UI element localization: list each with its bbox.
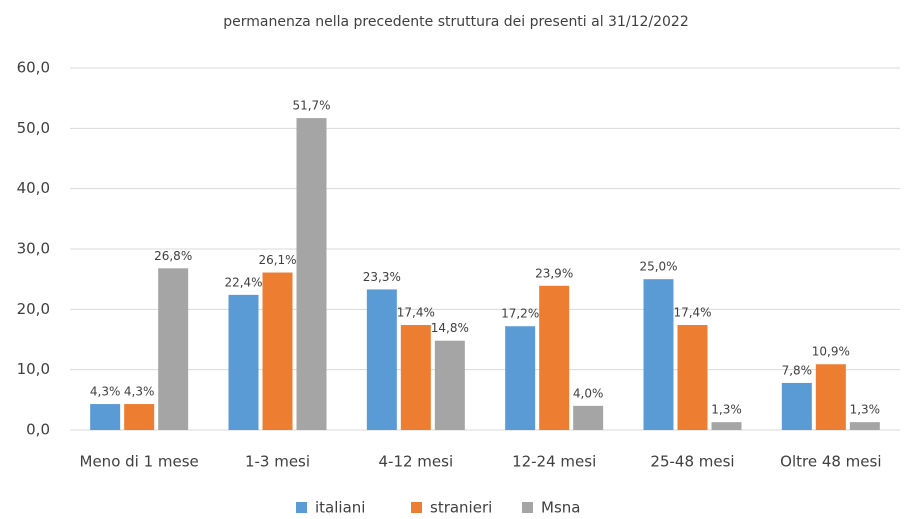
bar <box>849 422 880 430</box>
legend-label: stranieri <box>430 499 492 517</box>
legend-label: italiani <box>315 499 365 517</box>
bar <box>124 404 155 430</box>
y-tick-label: 50,0 <box>17 119 50 137</box>
bar <box>573 405 604 430</box>
bar <box>296 118 327 431</box>
legend-swatch <box>296 502 307 513</box>
y-tick-label: 60,0 <box>17 59 50 77</box>
bar <box>815 364 846 430</box>
bar <box>262 272 293 430</box>
bar <box>90 404 121 430</box>
value-label: 26,8% <box>154 249 192 263</box>
bar <box>677 325 708 430</box>
value-label: 25,0% <box>639 260 677 274</box>
value-label: 23,9% <box>535 266 573 280</box>
value-label: 22,4% <box>224 275 262 289</box>
value-label: 4,3% <box>124 385 155 399</box>
value-label: 17,4% <box>673 306 711 320</box>
x-tick-label: Meno di 1 mese <box>80 453 199 471</box>
bar <box>643 279 674 430</box>
value-label: 23,3% <box>363 270 401 284</box>
y-tick-label: 30,0 <box>17 240 50 258</box>
value-label: 14,8% <box>431 321 469 335</box>
y-tick-label: 10,0 <box>17 360 50 378</box>
bar <box>400 325 431 430</box>
y-tick-label: 20,0 <box>17 300 50 318</box>
value-label: 17,2% <box>501 307 539 321</box>
y-tick-label: 0,0 <box>26 421 50 439</box>
x-tick-label: 25-48 mesi <box>650 453 734 471</box>
value-label: 7,8% <box>782 363 813 377</box>
value-label: 1,3% <box>711 403 742 417</box>
bar <box>711 422 742 430</box>
bar <box>158 268 189 430</box>
legend-swatch <box>522 502 533 513</box>
bar <box>366 289 397 430</box>
bar <box>434 340 465 430</box>
value-label: 4,3% <box>90 385 121 399</box>
value-label: 4,0% <box>573 386 604 400</box>
value-label: 26,1% <box>258 253 296 267</box>
legend-swatch <box>411 502 422 513</box>
value-label: 17,4% <box>397 306 435 320</box>
chart-title: permanenza nella precedente struttura de… <box>223 14 689 30</box>
x-tick-label: 1-3 mesi <box>245 453 310 471</box>
bar <box>781 382 812 430</box>
value-label: 10,9% <box>812 345 850 359</box>
value-label: 51,7% <box>292 99 330 113</box>
bar <box>228 294 259 430</box>
bar <box>505 326 536 430</box>
y-tick-label: 40,0 <box>17 179 50 197</box>
x-tick-label: Oltre 48 mesi <box>780 453 881 471</box>
bar <box>539 285 570 430</box>
x-tick-label: 12-24 mesi <box>512 453 596 471</box>
value-label: 1,3% <box>850 403 881 417</box>
legend-label: Msna <box>541 499 580 517</box>
x-tick-label: 4-12 mesi <box>379 453 454 471</box>
